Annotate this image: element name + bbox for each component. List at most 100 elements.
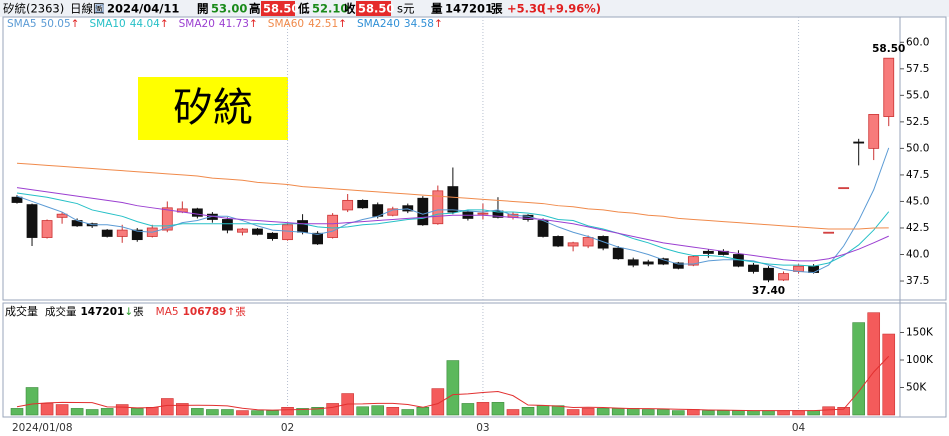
y-tick-label: 55.0 [906,89,929,101]
legend-value: 42.51 [308,18,338,30]
legend-name: MA5 [156,306,179,318]
volume-bar [130,408,144,416]
high-value: 58.50 [263,2,299,16]
y-tick-label: 57.5 [906,63,929,75]
candle-body [597,236,609,249]
y-tick-label: 47.5 [906,169,929,181]
volume-bar [446,360,460,416]
legend-entry: MA5 106789↑張 [156,306,247,318]
stock-name: 矽統(2363) [3,2,64,16]
volume-bar [281,406,294,416]
high-label: 高 [249,2,261,16]
volume-bar [206,409,219,416]
volume-bar [25,387,39,416]
volume-bar [747,410,760,416]
candle-body [702,250,714,254]
candle-body [267,232,278,239]
volume-bar [176,403,189,416]
candle-body [191,208,203,217]
y-tick-label: 42.5 [906,222,929,234]
volume-bar [10,408,24,416]
volume-bar [867,312,881,416]
candle-body [823,231,835,234]
volume-bar [822,406,835,416]
candle-body [868,114,880,149]
candle-body [222,219,233,231]
price-annotation: 37.40 [752,285,785,297]
candle-body [838,187,850,190]
y-tick-label: 45.0 [906,195,929,207]
legend-trend: ↑ [434,18,443,30]
volume-bar [55,404,69,416]
volume-bar [296,408,309,416]
volume-bar [762,410,775,416]
candle-body [161,207,173,231]
candle-body [642,261,654,265]
legend-entry: SMA60 42.51↑ [268,18,347,30]
date: 2024/04/11 [107,2,179,16]
legend-entry: 成交量 147201↓張 [45,305,144,318]
header-bar [0,0,949,17]
chart-title: 矽統 [173,85,253,131]
candle-body [853,141,865,144]
volume-bar [311,406,324,416]
candle-body [297,220,308,233]
volume-bar [386,406,400,416]
legend-value: 34.58 [404,18,434,30]
legend-name: SMA240 [357,18,400,30]
volume-bar [401,409,415,416]
moving-average-line [16,162,889,230]
volume-bar [371,405,385,416]
candle-body [537,220,549,237]
candle-body [41,220,53,238]
y-tick-label: 100K [906,354,934,366]
y-tick-label: 52.5 [906,116,929,128]
volume-bar [491,402,505,416]
date-icon [95,4,104,13]
low-value: 52.10 [312,2,348,16]
change: +5.30 [507,2,545,16]
high-box [261,1,295,16]
candle-body [252,228,263,235]
volume-ma-line [16,355,890,412]
volume-bar [792,410,805,416]
candle-body [327,214,339,238]
volume-bar [717,410,730,416]
period: 日線圖 [70,2,105,16]
open-value: 53.00 [211,2,247,16]
candle-body [357,199,369,209]
x-tick-label: 03 [476,422,489,434]
candle-body [763,267,774,281]
volume-bar [536,405,550,416]
legend-trend: ↑ [71,18,80,30]
candle-body [567,242,579,247]
legend-value: 44.04 [130,18,160,30]
volume-bar [882,333,896,416]
price-panel [2,16,947,301]
title-box [138,77,288,140]
volume-bar [326,403,339,416]
candle-body [627,259,639,266]
y-tick-label: 60.0 [906,36,929,48]
volume-bar [777,410,790,416]
volume-bar [100,408,114,416]
x-tick-label: 2024/01/08 [12,422,73,434]
legend-value: 50.05 [41,18,71,30]
candle-body [672,262,684,269]
volume-bar [251,410,264,416]
volume-bar [656,409,670,416]
legend-unit: 張 [235,306,246,318]
volume-bar [641,409,655,416]
candle-body [808,265,819,273]
candle-body [883,57,895,117]
candle-body [477,212,489,215]
legend-name: SMA10 [89,18,125,30]
candle-body [116,229,128,237]
candle-body [11,196,23,203]
legend-value: 147201 [81,306,125,318]
candle-body [26,204,38,238]
y-tick-label: 50K [906,382,927,394]
volume-bar [551,405,565,416]
legend-trend: ↓ [124,306,133,318]
